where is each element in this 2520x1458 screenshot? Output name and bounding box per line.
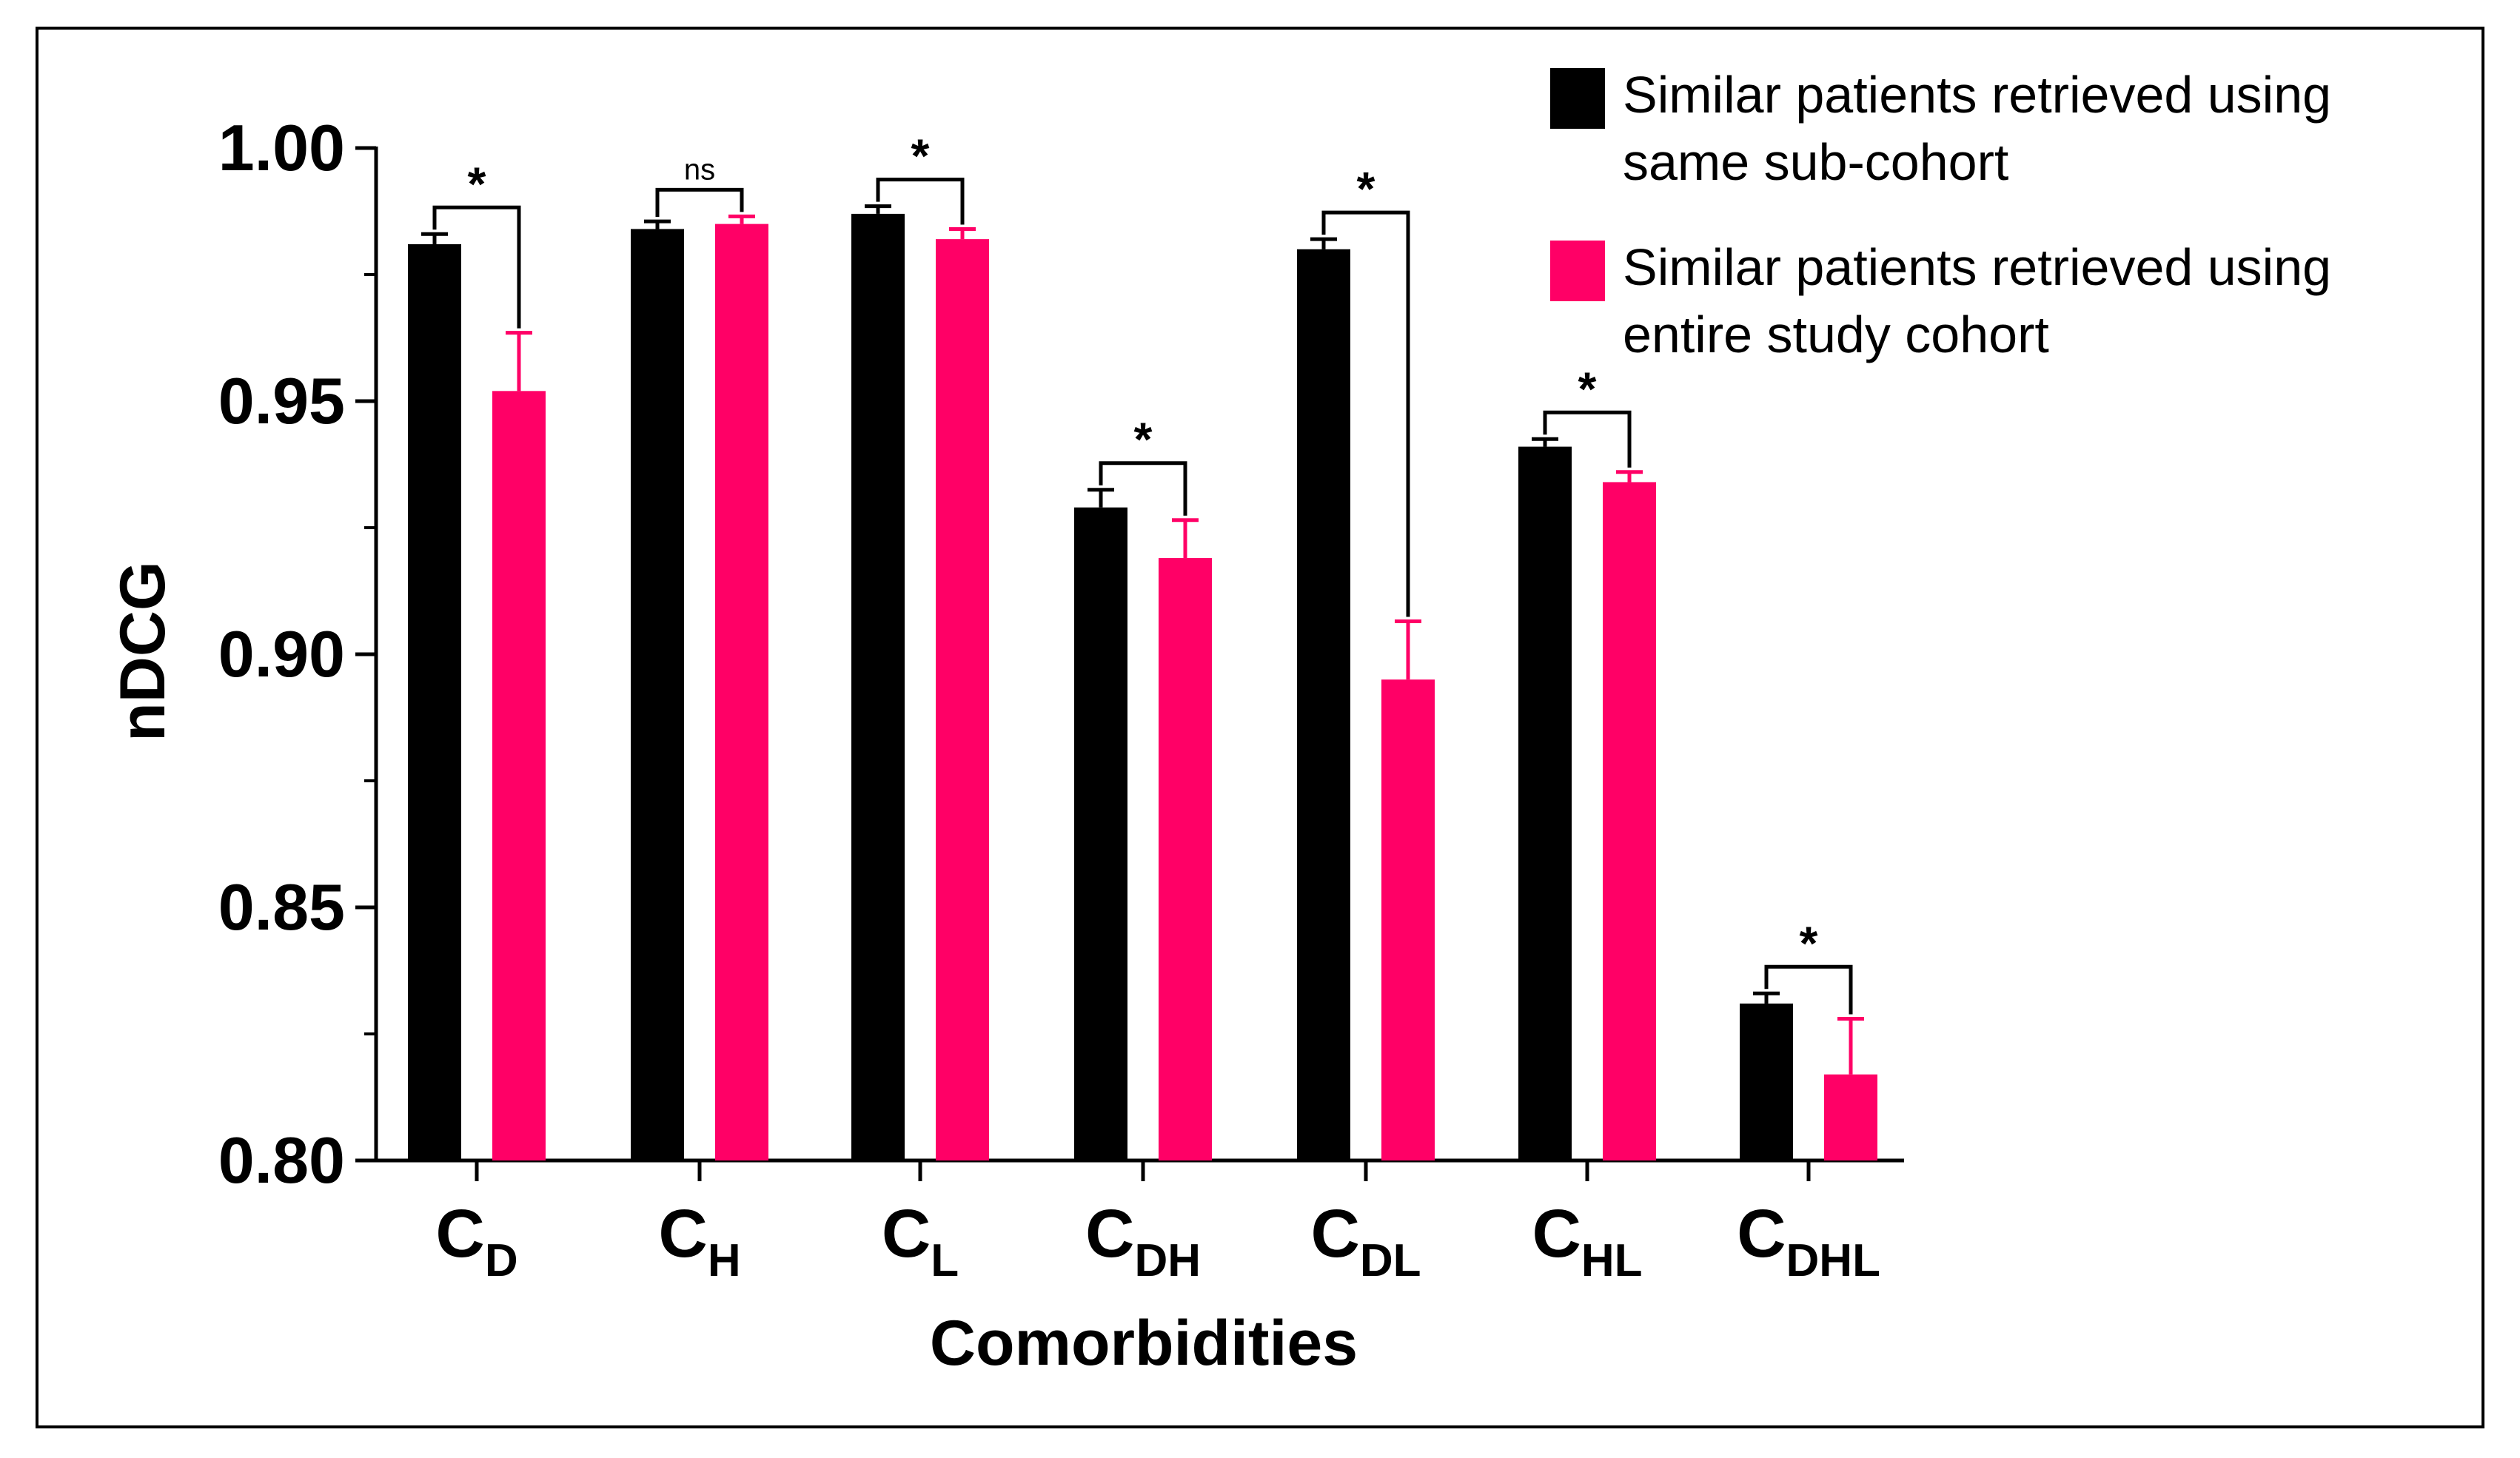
significance-bracket [1099,461,1187,516]
legend-label: Similar patients retrieved using [1623,238,2331,296]
significance-mark: * [1800,916,1818,970]
x-tick-label: CH [658,1196,740,1286]
y-tick-label: 1.00 [218,111,345,184]
bar-same-subcohort-DL [1297,249,1350,1160]
bar-entire-cohort-DH [1159,558,1212,1160]
legend-label: Similar patients retrieved using [1623,66,2331,124]
significance-bracket [655,187,744,218]
significance-bracket [876,178,965,225]
bar-entire-cohort-HL [1603,482,1656,1160]
significance-mark: * [1357,162,1375,215]
bar-entire-cohort-DL [1381,679,1435,1160]
y-tick-label: 0.95 [218,364,345,437]
x-tick-label: CHL [1532,1196,1642,1286]
legend-swatch [1550,68,1605,129]
bar-same-subcohort-DHL [1740,1003,1793,1160]
y-tick-label: 0.85 [218,870,345,944]
x-tick-label: CDH [1085,1196,1201,1286]
x-tick-label: CL [882,1196,959,1286]
figure-frame [36,27,2484,1428]
significance-mark: * [1134,413,1153,466]
bar-same-subcohort-H [631,229,684,1161]
significance-bracket [1543,410,1632,468]
significance-bracket [432,205,521,329]
x-tick-label: CD [435,1196,517,1286]
legend-swatch [1550,241,1605,301]
bar-entire-cohort-D [492,391,546,1160]
bars [408,213,1877,1161]
significance-brackets: * ns * * * * * [432,130,1853,1015]
significance-mark: ns [684,153,715,186]
labels: CD CH CL CDH CDL CHL CDHL Comorbidities nDCG [107,561,1880,1379]
bar-entire-cohort-L [936,239,989,1160]
legend-label: same sub-cohort [1623,133,2008,191]
bar-same-subcohort-DH [1074,507,1127,1160]
bar-same-subcohort-D [408,243,461,1161]
legend: Similar patients retrieved using same sub… [1550,66,2331,363]
bar-entire-cohort-DHL [1824,1074,1877,1160]
y-tick-label: 0.80 [218,1123,345,1197]
x-tick-label: CDL [1310,1196,1421,1286]
significance-mark: * [1578,362,1597,415]
significance-mark: * [911,130,930,183]
error-bars [421,204,1864,1075]
y-axis-title: nDCG [107,561,178,742]
axes: 0.80 0.85 0.90 0.95 1.00 [218,111,1904,1197]
x-axis-title: Comorbidities [930,1308,1358,1379]
y-tick-label: 0.90 [218,617,345,691]
significance-bracket [1764,964,1853,1015]
significance-bracket [1321,210,1410,617]
bar-same-subcohort-L [851,213,905,1160]
significance-mark: * [468,157,486,210]
bar-entire-cohort-H [715,224,768,1161]
legend-label: entire study cohort [1623,306,2049,363]
x-tick-label: CDHL [1737,1196,1880,1286]
bar-same-subcohort-HL [1518,446,1572,1160]
